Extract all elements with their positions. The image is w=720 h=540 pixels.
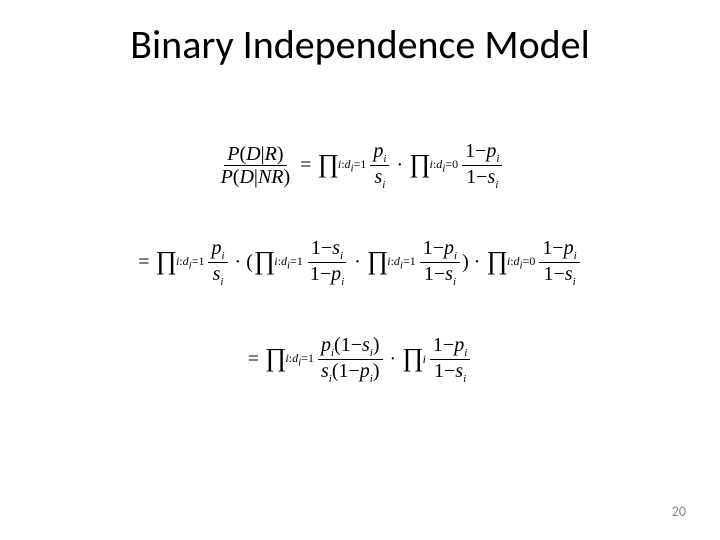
equation-2: = ∏i:di=1 pi si · ( ∏i:di=1 1−si 1−pi · … (138, 237, 581, 288)
equation-3: = ∏i:di=1 pi(1−si) si(1−pi) · ∏i 1−pi 1−… (248, 334, 473, 385)
page-number: 20 (672, 503, 686, 520)
equation-1: P(D|R) P(D|NR) = ∏i:di=1 pi si · ∏i:di=0… (216, 140, 505, 191)
slide: Binary Independence Model P(D|R) P(D|NR)… (0, 0, 720, 540)
slide-title: Binary Independence Model (0, 20, 720, 69)
equation-block: P(D|R) P(D|NR) = ∏i:di=1 pi si · ∏i:di=0… (0, 140, 720, 386)
